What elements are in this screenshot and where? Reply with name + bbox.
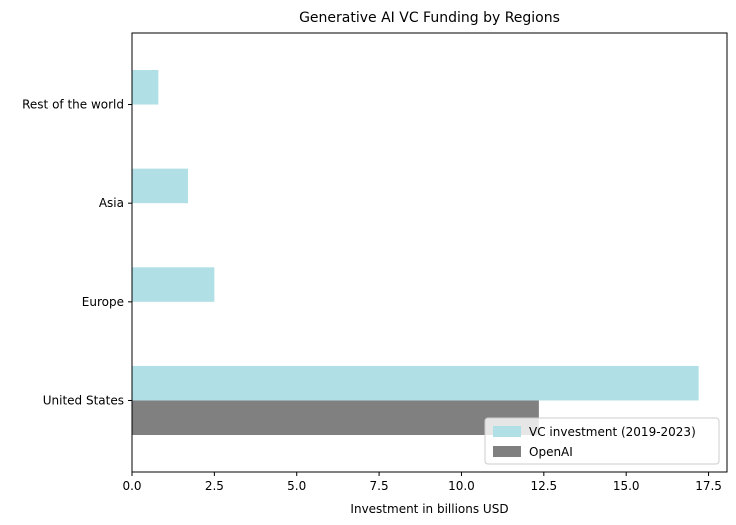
bar-vc-2	[132, 168, 189, 204]
bars-group	[132, 69, 699, 436]
x-tick-label: 17.5	[695, 479, 722, 493]
x-tick-label: 7.5	[370, 479, 389, 493]
y-axis-ticks: United States Europe Asia Rest of the world	[22, 98, 132, 407]
plot-frame	[131, 32, 728, 473]
legend-box	[484, 417, 720, 465]
bar-openai-0	[132, 400, 539, 436]
x-axis-ticks: 0.0 2.5 5.0 7.5 10.0 12.5 15.0 17.5	[122, 472, 722, 493]
legend-swatch	[493, 426, 521, 437]
chart-title: Generative AI VC Funding by Regions	[299, 10, 560, 26]
legend-label: OpenAI	[529, 445, 573, 459]
legend-label: VC investment (2019-2023)	[529, 425, 696, 439]
bar-vc-1	[132, 267, 215, 302]
y-tick-label: Asia	[99, 196, 124, 210]
x-tick-label: 10.0	[448, 479, 475, 493]
y-tick-label: Rest of the world	[22, 98, 124, 112]
legend-swatch	[493, 446, 521, 457]
x-tick-label: 2.5	[205, 479, 224, 493]
y-tick-label: United States	[43, 393, 124, 407]
x-tick-label: 15.0	[613, 479, 640, 493]
x-tick-label: 12.5	[530, 479, 557, 493]
y-tick-label: Europe	[82, 295, 124, 309]
x-axis-label: Investment in billions USD	[350, 502, 508, 516]
x-tick-label: 5.0	[287, 479, 306, 493]
bar-vc-0	[132, 365, 699, 401]
legend: VC investment (2019-2023) OpenAI	[484, 417, 720, 465]
x-tick-label: 0.0	[122, 479, 141, 493]
bar-vc-3	[132, 69, 159, 105]
